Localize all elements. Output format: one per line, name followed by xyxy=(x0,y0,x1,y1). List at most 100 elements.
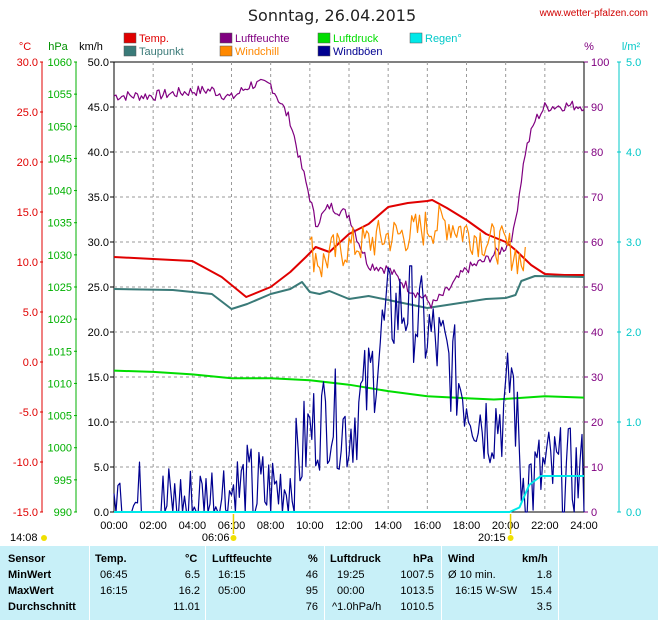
stats-row-avg: Durchschnitt 11.01 76 ^1.0hPa/h 1010.5 3… xyxy=(0,600,658,616)
x-tick-label: 00:00 xyxy=(100,520,128,532)
row-label: MaxWert xyxy=(8,585,54,597)
temp-tick-label: 0.0 xyxy=(23,357,38,369)
hdr-wind: Wind xyxy=(448,553,475,565)
hdr-sensor: Sensor xyxy=(8,553,46,565)
stats-row-min: MinWert 06:45 6.5 16:15 46 19:25 1007.5 … xyxy=(0,568,658,584)
table-divider xyxy=(324,546,325,620)
wind-tick-label: 35.0 xyxy=(88,192,109,204)
legend-swatch xyxy=(123,45,137,57)
x-tick-label: 12:00 xyxy=(335,520,363,532)
press-unit-label: hPa xyxy=(48,41,68,53)
chart-title: Sonntag, 26.04.2015 xyxy=(248,6,416,25)
hdr-press: Luftdruck xyxy=(330,553,381,565)
series-taupunkt-line xyxy=(113,275,585,310)
wind-tick-label: 10.0 xyxy=(88,417,109,429)
stats-row-max: MaxWert 16:15 16.2 05:00 95 00:00 1013.5… xyxy=(0,584,658,600)
sun-icon xyxy=(230,535,237,541)
row-label: MinWert xyxy=(8,569,52,581)
press-time: 19:25 xyxy=(337,569,365,581)
x-tick-label: 10:00 xyxy=(296,520,324,532)
hum-tick-label: 20 xyxy=(591,417,603,429)
temp-value: 11.01 xyxy=(173,601,200,613)
x-tick-label: 20:00 xyxy=(492,520,520,532)
press-value: 1010.5 xyxy=(400,601,434,613)
stats-header-row: Sensor Temp. °C Luftfeuchte % Luftdruck … xyxy=(0,552,658,568)
hum-value: 76 xyxy=(305,601,318,613)
series-luftfeuchte-line xyxy=(113,78,585,309)
wind-tick-label: 5.0 xyxy=(94,462,109,474)
temp-tick-label: 25.0 xyxy=(17,107,38,119)
sun-icon xyxy=(41,535,47,541)
wind-tick-label: 45.0 xyxy=(88,102,109,114)
x-tick-label: 14:00 xyxy=(374,520,402,532)
press-time: 00:00 xyxy=(337,585,365,597)
rain-tick-label: 1.0 xyxy=(626,417,641,429)
temp-value: 6.5 xyxy=(184,569,200,581)
daylight-start-label: 14:08 xyxy=(10,532,38,544)
temp-time: 06:45 xyxy=(100,569,128,581)
wind-unit-label: km/h xyxy=(79,41,103,53)
rain-unit-label: l/m² xyxy=(622,41,641,53)
hdr-hum: Luftfeuchte xyxy=(212,553,272,565)
row-label: Durchschnitt xyxy=(8,601,76,613)
hum-tick-label: 10 xyxy=(591,462,603,474)
hum-tick-label: 0 xyxy=(591,507,597,519)
wind-tick-label: 20.0 xyxy=(88,327,109,339)
chart-grid xyxy=(113,61,585,513)
press-value: 1013.5 xyxy=(400,585,434,597)
press-value: 1007.5 xyxy=(400,569,434,581)
legend-swatch xyxy=(317,32,331,44)
table-divider xyxy=(558,546,559,620)
wind-tick-label: 50.0 xyxy=(88,57,109,69)
hum-value: 46 xyxy=(305,569,318,581)
x-tick-label: 04:00 xyxy=(179,520,207,532)
press-tick-label: 995 xyxy=(54,475,72,487)
hum-tick-label: 60 xyxy=(591,237,603,249)
table-divider xyxy=(205,546,206,620)
chart-series xyxy=(113,78,585,513)
hum-tick-label: 40 xyxy=(591,327,603,339)
press-tick-label: 1005 xyxy=(48,411,72,423)
x-tick-label: 02:00 xyxy=(139,520,167,532)
hum-tick-label: 50 xyxy=(591,282,603,294)
site-link[interactable]: www.wetter-pfalzen.com xyxy=(539,8,648,19)
hdr-temp: Temp. xyxy=(95,553,127,565)
hum-time: 05:00 xyxy=(218,585,246,597)
rain-tick-label: 0.0 xyxy=(626,507,641,519)
hdr-press-unit: hPa xyxy=(413,553,434,565)
press-tick-label: 1000 xyxy=(48,443,72,455)
press-tick-label: 1030 xyxy=(48,250,72,262)
legend-swatch xyxy=(409,32,423,44)
legend-label: Windchill xyxy=(235,46,279,58)
temp-unit-label: °C xyxy=(19,41,31,53)
wind-tick-label: 15.0 xyxy=(88,372,109,384)
temp-tick-label: 15.0 xyxy=(17,207,38,219)
x-tick-label: 24:00 xyxy=(570,520,598,532)
hdr-hum-unit: % xyxy=(308,553,318,565)
hum-tick-label: 30 xyxy=(591,372,603,384)
legend-swatch xyxy=(219,45,233,57)
legend-swatch xyxy=(219,32,233,44)
press-tick-label: 1035 xyxy=(48,218,72,230)
hum-unit-label: % xyxy=(584,41,594,53)
table-divider xyxy=(441,546,442,620)
temp-tick-label: 30.0 xyxy=(17,57,38,69)
x-tick-label: 16:00 xyxy=(414,520,442,532)
legend-label: Taupunkt xyxy=(139,46,184,58)
series-regen--line xyxy=(114,475,584,513)
press-tick-label: 1040 xyxy=(48,186,72,198)
press-tick-label: 1055 xyxy=(48,89,72,101)
legend-label: Windböen xyxy=(333,46,383,58)
legend-label: Temp. xyxy=(139,33,169,45)
wind-value: 15.4 xyxy=(530,585,552,597)
stats-table: Sensor Temp. °C Luftfeuchte % Luftdruck … xyxy=(0,546,658,620)
hum-tick-label: 90 xyxy=(591,102,603,114)
hum-tick-label: 80 xyxy=(591,147,603,159)
legend-swatch xyxy=(317,45,331,57)
rain-tick-label: 5.0 xyxy=(626,57,641,69)
wind-value: 1.8 xyxy=(536,569,552,581)
x-tick-label: 08:00 xyxy=(257,520,285,532)
wind-tick-label: 40.0 xyxy=(88,147,109,159)
legend-label: Luftdruck xyxy=(333,33,379,45)
